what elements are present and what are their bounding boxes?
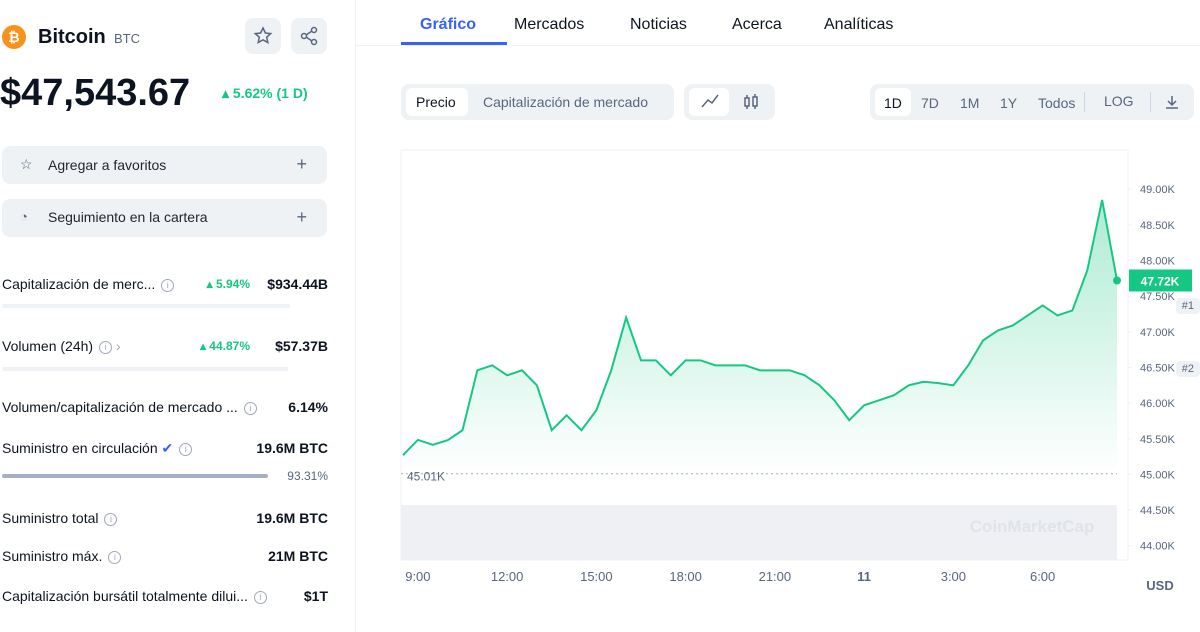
y-tick-label: 46.00K (1140, 398, 1176, 410)
tab[interactable]: Mercados (514, 16, 585, 33)
mode[interactable]: Precio (416, 94, 456, 110)
divider (355, 0, 356, 632)
tab[interactable]: Analíticas (824, 16, 894, 33)
x-tick-label: 3:00 (941, 569, 966, 584)
chart-style-switch[interactable] (684, 84, 775, 120)
y-tick-label: 45.00K (1140, 469, 1176, 481)
tab[interactable]: Gráfico (420, 16, 477, 33)
price-line (402, 199, 1118, 456)
current-price-label: 47.72K (1141, 274, 1180, 288)
range[interactable]: LOG (1104, 93, 1134, 109)
stat-change: 44.87% (209, 339, 250, 353)
y-tick-label: 48.50K (1140, 220, 1176, 232)
star-button[interactable] (245, 18, 281, 54)
price-change-text: 5.62% (1 D) (232, 85, 308, 101)
portfolio-label: Seguimiento en la cartera (48, 209, 208, 225)
x-tick-label: 11 (857, 569, 871, 584)
stat-value: 6.14% (288, 399, 328, 415)
x-tick-label: 9:00 (405, 569, 430, 584)
download-icon[interactable] (1164, 94, 1180, 110)
favorite-button[interactable]: ☆ Agregar a favoritos + (2, 146, 327, 184)
mode[interactable]: Capitalización de mercado (483, 94, 648, 110)
price-chart: CoinMarketCap USD 44.00K 44.50K 45.00K 45.5… (400, 149, 1192, 593)
range[interactable]: 1D (884, 95, 902, 111)
svg-text:₿: ₿ (8, 29, 19, 45)
stat-value: 21M BTC (268, 548, 328, 564)
y-tick-label: 44.50K (1140, 505, 1176, 517)
stat-label: Suministro en circulación (2, 440, 158, 456)
range[interactable]: Todos (1038, 95, 1076, 111)
tab-border (356, 45, 1200, 46)
stat-value: $1T (303, 588, 328, 604)
current-price-tag (1129, 269, 1192, 292)
rank: #1 (1175, 298, 1200, 314)
coin-name: Bitcoin (38, 26, 106, 48)
stat-value: $57.37B (275, 338, 328, 354)
tab[interactable]: Noticias (630, 16, 687, 33)
stat-label: Suministro máx. (2, 548, 103, 564)
mode-switch: Precio Capitalización de mercado (401, 84, 674, 120)
y-tick-label: 45.50K (1140, 434, 1176, 446)
y-tick-label: 47.50K (1140, 291, 1176, 303)
rank-bar (2, 304, 290, 308)
y-tick-label: 49.00K (1140, 184, 1176, 196)
range[interactable]: 1Y (1000, 95, 1018, 111)
supply-percent: 93.31% (287, 469, 328, 483)
watermark: CoinMarketCap (970, 517, 1095, 536)
x-tick-label: 12:00 (491, 569, 524, 584)
x-tick-label: 6:00 (1030, 569, 1055, 584)
coin-icon: ₿ (2, 25, 26, 49)
unit-label: USD (1146, 578, 1173, 593)
price-area (403, 199, 1117, 474)
range[interactable]: 7D (921, 95, 939, 111)
stat-label: Capitalización de merc... (2, 276, 156, 292)
stat-label: Volumen/capitalización de mercado ... (2, 399, 238, 415)
y-tick-label: 47.00K (1140, 327, 1176, 339)
x-tick-label: 18:00 (669, 569, 702, 584)
rank: #2 (1175, 361, 1200, 377)
stat-label: Capitalización bursátil totalmente dilui… (2, 588, 248, 604)
x-tick-label: 15:00 (580, 569, 613, 584)
supply-bar (2, 474, 268, 478)
last-point (1113, 276, 1121, 285)
tab[interactable]: Acerca (732, 16, 782, 33)
y-tick-label: 48.00K (1140, 256, 1176, 268)
tab-indicator (401, 42, 507, 45)
price: $47,543.67 (0, 72, 191, 114)
stat-value: 19.6M BTC (256, 440, 328, 456)
range-switch: 1D 7D 1M 1Y Todos LOG (870, 84, 1194, 120)
stat-value: $934.44B (267, 276, 328, 292)
share-button[interactable] (291, 18, 327, 54)
stat-value: 19.6M BTC (256, 510, 328, 526)
coin-symbol: BTC (114, 31, 140, 46)
portfolio-button[interactable]: ◔ Seguimiento en la cartera + (2, 199, 327, 237)
rank-bar (2, 367, 288, 371)
y-tick-label: 46.50K (1140, 362, 1176, 374)
stat-change: 5.94% (215, 277, 250, 291)
volume-band (401, 505, 1117, 560)
price-change: ▴ 5.62% (1 D) (222, 85, 308, 101)
y-tick-label: 44.00K (1140, 541, 1176, 553)
stat-label: Suministro total (2, 510, 99, 526)
x-tick-label: 21:00 (759, 569, 792, 584)
favorite-label: Agregar a favoritos (48, 157, 167, 173)
range[interactable]: 1M (960, 95, 980, 111)
stat-label: Volumen (24h) (2, 338, 94, 354)
